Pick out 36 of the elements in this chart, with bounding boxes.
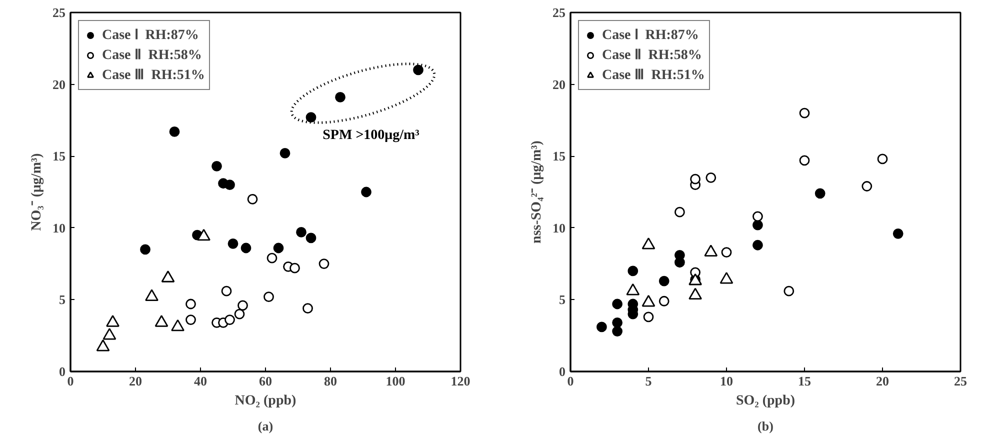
y-tick-label: 10 — [552, 220, 566, 236]
x-axis-title: NO₂ (ppb) — [234, 394, 297, 408]
x-tick-label: 10 — [720, 374, 733, 388]
legend-label: Case Ⅰ RH:87% — [602, 27, 699, 44]
y-tick-label: 25 — [552, 5, 566, 20]
y-axis-title: nss-SO₄²⁻ (μg/m³) — [530, 140, 544, 244]
y-tick-label: 5 — [59, 292, 66, 308]
legend-label: Case Ⅲ RH:51% — [102, 67, 205, 84]
x-tick-label: 20 — [876, 374, 889, 388]
y-tick-label: 15 — [552, 148, 566, 164]
x-tick-label: 120 — [450, 374, 470, 388]
annotation: SPM >100μg/m³ — [322, 128, 420, 143]
x-tick-label: 100 — [386, 374, 406, 388]
legend-label: Case Ⅲ RH:51% — [602, 67, 705, 84]
y-tick-label: 15 — [52, 148, 66, 164]
text: (b) — [758, 418, 774, 434]
y-tick-label: 5 — [559, 292, 566, 308]
y-tick-label: 0 — [559, 364, 566, 379]
legend-label: Case Ⅱ RH:58% — [102, 47, 202, 64]
x-tick-label: 80 — [324, 374, 337, 388]
x-tick-label: 40 — [194, 374, 207, 388]
y-tick-label: 0 — [59, 364, 66, 379]
text: (a) — [258, 418, 274, 434]
y-axis-title: NO₃⁻ (μg/m³) — [30, 152, 44, 231]
legend-label: Case Ⅰ RH:87% — [102, 27, 199, 44]
x-tick-label: 5 — [645, 374, 652, 388]
legend-label: Case Ⅱ RH:58% — [602, 47, 702, 64]
x-tick-label: 15 — [798, 374, 812, 388]
y-tick-label: 10 — [52, 220, 66, 236]
y-tick-label: 20 — [52, 76, 66, 92]
x-tick-label: 60 — [259, 374, 272, 388]
x-axis-title: SO₂ (ppb) — [736, 394, 796, 408]
x-tick-label: 25 — [954, 374, 968, 388]
x-tick-label: 20 — [129, 374, 142, 388]
y-tick-label: 25 — [52, 5, 66, 20]
y-tick-label: 20 — [552, 76, 566, 92]
